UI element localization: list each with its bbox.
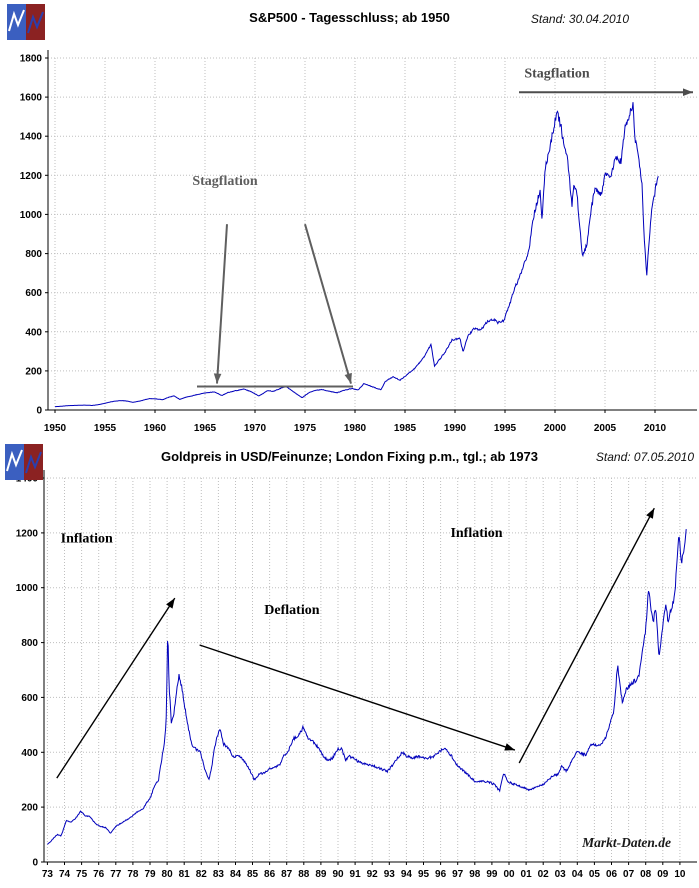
svg-text:600: 600 <box>21 693 38 704</box>
chart-logo-icon <box>5 444 43 480</box>
svg-text:75: 75 <box>76 869 88 880</box>
gold-stand-date: Stand: 07.05.2010 <box>595 450 694 464</box>
svg-text:90: 90 <box>332 869 344 880</box>
svg-text:Deflation: Deflation <box>264 603 319 618</box>
gold-chart-title: Goldpreis in USD/Feinunze; London Fixing… <box>160 449 539 464</box>
svg-text:1985: 1985 <box>394 423 417 434</box>
svg-text:98: 98 <box>469 869 481 880</box>
svg-text:1200: 1200 <box>16 528 39 539</box>
svg-text:85: 85 <box>247 869 259 880</box>
svg-text:76: 76 <box>93 869 105 880</box>
sp500-chart-title: S&P500 - Tagesschluss; ab 1950 <box>249 10 450 25</box>
svg-text:94: 94 <box>401 869 413 880</box>
chart-logo-icon <box>7 4 45 40</box>
svg-text:84: 84 <box>230 869 242 880</box>
svg-text:1800: 1800 <box>20 54 43 65</box>
svg-text:1200: 1200 <box>20 171 43 182</box>
svg-text:2005: 2005 <box>594 423 617 434</box>
svg-text:92: 92 <box>367 869 379 880</box>
markt-daten-logo <box>7 4 45 40</box>
svg-text:1955: 1955 <box>94 423 117 434</box>
svg-text:0: 0 <box>36 406 42 417</box>
svg-text:97: 97 <box>452 869 464 880</box>
gold-chart-panel: Goldpreis in USD/Feinunze; London Fixing… <box>0 443 699 888</box>
svg-text:1400: 1400 <box>20 132 43 143</box>
svg-text:03: 03 <box>555 869 567 880</box>
svg-text:02: 02 <box>538 869 550 880</box>
svg-text:04: 04 <box>572 869 584 880</box>
svg-text:80: 80 <box>162 869 174 880</box>
svg-text:00: 00 <box>503 869 515 880</box>
svg-text:10: 10 <box>674 869 686 880</box>
gold-plot: 73 74 75 76 77 78 79 80 81 82 83 84 85 86 87 88 89 90 91 92… <box>16 470 697 880</box>
svg-text:1970: 1970 <box>244 423 267 434</box>
svg-text:2000: 2000 <box>544 423 567 434</box>
svg-text:1960: 1960 <box>144 423 167 434</box>
svg-text:82: 82 <box>196 869 208 880</box>
svg-text:08: 08 <box>640 869 652 880</box>
svg-text:1975: 1975 <box>294 423 317 434</box>
svg-text:400: 400 <box>25 327 42 338</box>
svg-text:1980: 1980 <box>344 423 367 434</box>
svg-text:800: 800 <box>25 249 42 260</box>
svg-text:09: 09 <box>657 869 669 880</box>
svg-text:1600: 1600 <box>20 93 43 104</box>
svg-text:06: 06 <box>606 869 618 880</box>
svg-text:81: 81 <box>179 869 191 880</box>
svg-text:200: 200 <box>21 803 38 814</box>
svg-text:78: 78 <box>127 869 139 880</box>
sp500-stand-date: Stand: 30.04.2010 <box>530 12 629 26</box>
svg-text:96: 96 <box>435 869 447 880</box>
svg-text:89: 89 <box>315 869 327 880</box>
svg-text:400: 400 <box>21 748 38 759</box>
svg-text:87: 87 <box>281 869 293 880</box>
markt-daten-logo <box>5 444 43 480</box>
svg-text:2010: 2010 <box>644 423 667 434</box>
svg-text:800: 800 <box>21 638 38 649</box>
svg-text:1950: 1950 <box>44 423 67 434</box>
sp500-plot: 1950 1955 1960 1965 1970 1975 1980 1985 1990 1995… <box>20 50 697 434</box>
watermark-text: Markt-Daten.de <box>582 835 671 850</box>
svg-text:93: 93 <box>384 869 396 880</box>
svg-text:73: 73 <box>42 869 54 880</box>
svg-text:77: 77 <box>110 869 122 880</box>
svg-text:Stagflation: Stagflation <box>192 174 258 189</box>
svg-text:74: 74 <box>59 869 71 880</box>
svg-text:05: 05 <box>589 869 601 880</box>
svg-text:99: 99 <box>486 869 498 880</box>
svg-text:83: 83 <box>213 869 225 880</box>
sp500-chart-panel: S&P500 - Tagesschluss; ab 1950 Stand: 30… <box>0 0 699 443</box>
svg-text:1995: 1995 <box>494 423 517 434</box>
svg-text:95: 95 <box>418 869 430 880</box>
svg-text:0: 0 <box>32 858 38 869</box>
svg-text:01: 01 <box>521 869 533 880</box>
svg-text:1000: 1000 <box>16 583 39 594</box>
svg-text:79: 79 <box>144 869 156 880</box>
svg-text:1965: 1965 <box>194 423 217 434</box>
svg-text:86: 86 <box>264 869 276 880</box>
svg-text:88: 88 <box>298 869 310 880</box>
svg-text:200: 200 <box>25 366 42 377</box>
svg-text:1000: 1000 <box>20 210 43 221</box>
svg-text:Stagflation: Stagflation <box>524 67 590 82</box>
svg-text:07: 07 <box>623 869 635 880</box>
svg-text:91: 91 <box>350 869 362 880</box>
svg-text:Inflation: Inflation <box>61 532 113 547</box>
svg-text:1990: 1990 <box>444 423 467 434</box>
svg-text:600: 600 <box>25 288 42 299</box>
svg-text:Inflation: Inflation <box>450 526 502 541</box>
